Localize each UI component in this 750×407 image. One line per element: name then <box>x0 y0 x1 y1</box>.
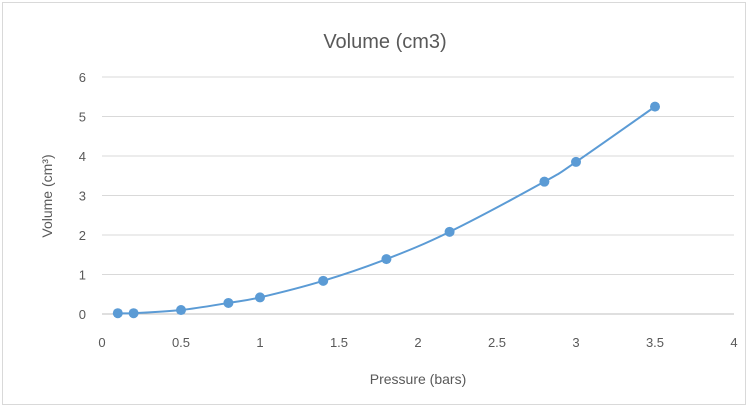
x-axis-ticks: 0 0.5 1 1.5 2 2.5 3 3.5 4 <box>98 335 737 350</box>
x-tick-label: 4 <box>730 335 737 350</box>
data-point <box>112 308 123 319</box>
x-tick-label: 1 <box>256 335 263 350</box>
x-tick-label: 2.5 <box>488 335 506 350</box>
x-tick-label: 3.5 <box>646 335 664 350</box>
data-points <box>112 101 660 319</box>
data-point <box>650 101 660 112</box>
data-point <box>255 292 265 303</box>
y-axis-label: Volume (cm³) <box>39 154 55 237</box>
data-point <box>223 297 234 308</box>
x-tick-label: 3 <box>572 335 579 350</box>
x-axis-label: Pressure (bars) <box>370 371 466 387</box>
chart-title: Volume (cm3) <box>323 31 446 53</box>
y-tick-label: 3 <box>79 189 86 204</box>
y-tick-label: 0 <box>79 307 86 322</box>
y-tick-label: 2 <box>79 228 86 243</box>
gridlines <box>102 76 734 315</box>
y-tick-label: 1 <box>79 268 86 283</box>
data-point <box>571 156 581 167</box>
x-tick-label: 0 <box>98 335 105 350</box>
data-point <box>381 254 392 265</box>
x-tick-label: 1.5 <box>330 335 348 350</box>
y-axis-ticks: 0 1 2 3 4 5 6 <box>79 70 86 322</box>
y-tick-label: 4 <box>79 149 86 164</box>
x-tick-label: 2 <box>414 335 421 350</box>
x-tick-label: 0.5 <box>172 335 190 350</box>
y-tick-label: 5 <box>79 110 86 125</box>
data-point <box>444 226 455 237</box>
data-point <box>539 176 550 187</box>
y-tick-label: 6 <box>79 70 86 85</box>
data-point <box>128 308 139 319</box>
data-point <box>318 275 329 286</box>
series-curve <box>117 105 656 315</box>
data-point <box>176 305 186 316</box>
